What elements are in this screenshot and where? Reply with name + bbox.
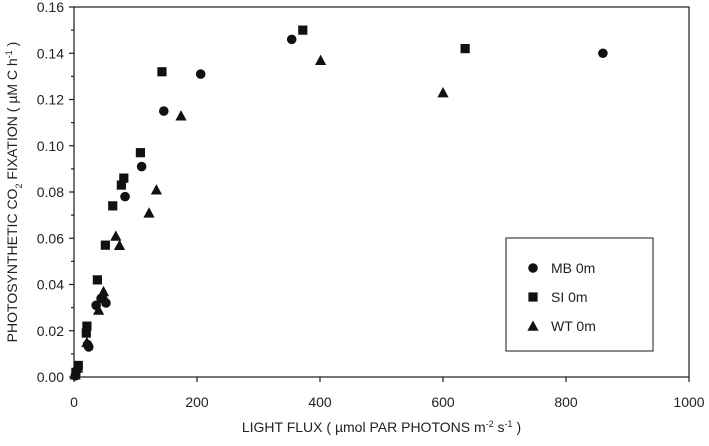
x-tick-label: 800	[554, 394, 578, 410]
x-axis-title: LIGHT FLUX ( µmol PAR PHOTONS m-2 s-1 )	[242, 419, 521, 435]
y-tick-label: 0.02	[37, 323, 64, 339]
data-point	[598, 48, 608, 59]
y-tick-label: 0.04	[37, 277, 64, 293]
y-tick-label: 0.00	[37, 369, 64, 385]
data-points	[69, 25, 608, 381]
x-tick-label: 400	[308, 394, 332, 410]
legend-label: WT 0m	[551, 318, 596, 334]
data-point	[157, 67, 167, 77]
data-point	[69, 369, 81, 380]
tick-labels: 0 200 400 600 800 1000 0.00 0.02 0.04 0.06 0.08 0.1…	[37, 0, 705, 410]
data-point	[113, 239, 126, 250]
data-point	[437, 86, 449, 98]
data-point	[460, 44, 470, 54]
data-point	[298, 25, 308, 35]
data-point	[72, 362, 84, 373]
data-point	[116, 180, 126, 190]
legend-marker	[527, 320, 539, 331]
x-tick-label: 1000	[673, 394, 704, 410]
y-tick-label: 0.06	[37, 230, 64, 246]
y-tick-label: 0.16	[37, 0, 64, 15]
data-point	[99, 292, 111, 304]
data-point	[93, 304, 105, 315]
legend-item: MB 0m	[528, 260, 595, 276]
data-point	[82, 321, 92, 331]
data-point	[97, 285, 110, 297]
data-point	[150, 184, 163, 195]
legend-marker	[528, 263, 538, 273]
data-point	[286, 34, 297, 45]
legend-item: WT 0m	[527, 318, 596, 334]
legend-label: SI 0m	[551, 289, 588, 305]
data-point	[136, 161, 147, 172]
data-point	[195, 69, 206, 79]
legend-item: SI 0m	[528, 289, 588, 305]
y-tick-label: 0.14	[37, 45, 64, 61]
data-point	[175, 110, 187, 121]
data-point	[100, 240, 110, 250]
x-tick-label: 600	[431, 394, 455, 410]
data-point	[135, 148, 146, 158]
data-point	[143, 207, 155, 218]
x-tick-label: 200	[185, 394, 209, 410]
data-point	[158, 106, 169, 116]
y-axis-title: PHOTOSYNTHETIC CO2 FIXATION ( µM C h-1 )	[4, 42, 24, 343]
y-tick-label: 0.08	[37, 184, 64, 200]
series-group	[69, 54, 449, 380]
legend-marker	[528, 292, 538, 302]
y-tick-label: 0.12	[37, 92, 64, 108]
legend-items: MB 0m SI 0m WT 0m	[527, 260, 596, 334]
data-point	[81, 336, 93, 348]
data-point	[110, 230, 122, 241]
data-point	[120, 191, 130, 202]
data-point	[81, 328, 91, 338]
data-point	[92, 275, 102, 285]
data-point	[108, 201, 118, 211]
data-point	[315, 54, 327, 65]
legend: MB 0m SI 0m WT 0m	[505, 237, 654, 352]
y-tick-label: 0.10	[37, 138, 64, 154]
x-tick-label: 0	[70, 394, 78, 410]
data-point	[119, 173, 129, 183]
legend-label: MB 0m	[551, 260, 595, 276]
